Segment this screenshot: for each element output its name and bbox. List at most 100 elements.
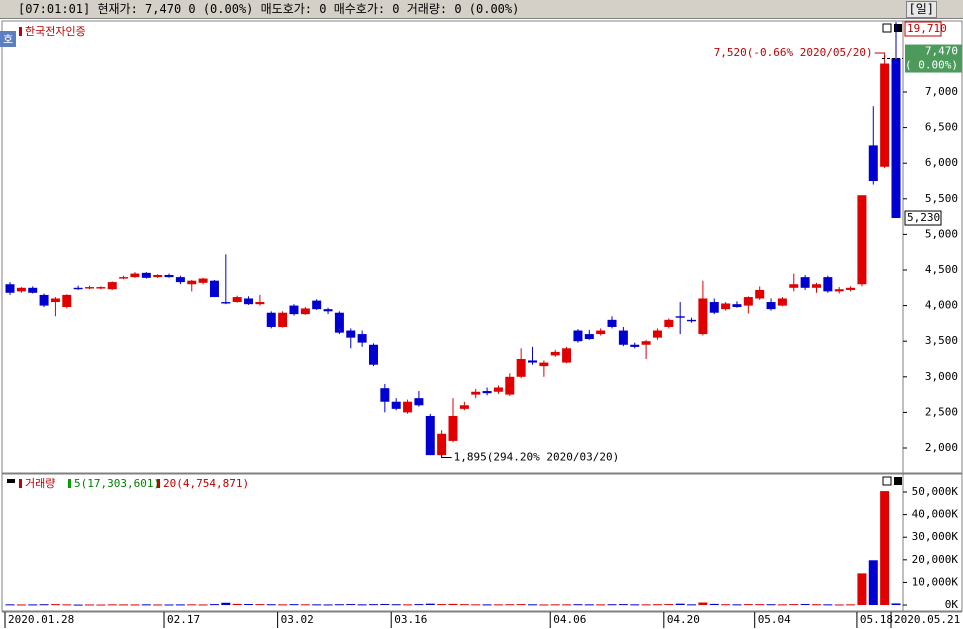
candle-body: [823, 277, 833, 292]
y-tick-label: 6,500: [925, 121, 958, 134]
candle-body: [766, 302, 776, 310]
volume-bar: [73, 604, 83, 606]
volume-bar: [641, 604, 651, 606]
header-text: [07:01:01] 현재가: 7,470 0 (0.00%) 매도호가: 0 …: [18, 2, 520, 16]
candle-body: [130, 273, 140, 278]
y-tick-label: 30,000K: [912, 530, 959, 543]
candle-body: [721, 303, 731, 310]
volume-bar: [811, 604, 821, 606]
candle-body: [664, 319, 674, 327]
volume-bar: [244, 604, 254, 606]
candle-body: [777, 298, 787, 306]
volume-bar: [596, 604, 606, 606]
candle-body: [414, 398, 424, 406]
candle-body: [482, 391, 492, 394]
volume-bar: [255, 604, 265, 606]
volume-bar: [675, 603, 685, 606]
volume-bar: [391, 604, 401, 606]
panel-button[interactable]: [882, 476, 892, 486]
y-tick-label: 7,000: [925, 85, 958, 98]
panel-button[interactable]: [894, 24, 902, 32]
legend-title: 한국전자인증: [25, 25, 86, 38]
candle-body: [221, 302, 231, 304]
candle-body: [175, 277, 185, 283]
last-price-box: [905, 44, 962, 73]
candle-body: [800, 277, 810, 288]
volume-bar: [153, 604, 163, 606]
candle-body: [380, 388, 390, 402]
y-tick-label: 6,000: [925, 156, 958, 169]
candle-body: [880, 63, 890, 167]
candle-body: [448, 415, 458, 441]
candle-body: [107, 282, 117, 290]
candle-body: [232, 297, 242, 303]
candle-body: [312, 300, 322, 310]
x-tick-label: 04.20: [667, 613, 700, 626]
candle-body: [630, 344, 640, 347]
candle-body: [584, 334, 594, 340]
volume-bar: [266, 604, 276, 606]
candle-body: [357, 334, 367, 343]
candle-body: [425, 415, 435, 456]
candle-body: [266, 312, 276, 327]
legend-swatch: [19, 27, 22, 36]
y-tick-label: 2,500: [925, 405, 958, 418]
period-button[interactable]: [일]: [905, 1, 937, 18]
x-tick-label: 05.18: [860, 613, 893, 626]
candle-body: [732, 304, 742, 308]
panel-button[interactable]: [882, 23, 892, 33]
candle-body: [471, 391, 481, 395]
max-marker-box: [904, 21, 942, 37]
volume-bar: [368, 604, 378, 606]
volume-bar: [96, 604, 106, 606]
candle-body: [323, 309, 333, 312]
volume-bar: [584, 604, 594, 606]
volume-bar: [664, 604, 674, 606]
x-tick-label: 2020.01.28: [8, 613, 74, 626]
volume-bar: [846, 604, 856, 606]
volume-bar: [482, 604, 492, 606]
last-price: 7,470: [925, 45, 958, 58]
panel-button[interactable]: [894, 477, 902, 485]
volume-bar: [732, 604, 742, 606]
icon[interactable]: [0, 31, 16, 47]
volume-bar: [607, 604, 617, 606]
candle-body: [459, 405, 469, 409]
volume-bar: [312, 604, 322, 606]
x-tick-label: 2020.05.21: [894, 613, 960, 626]
candle-body: [868, 145, 878, 181]
candle-body: [244, 298, 254, 305]
candle-body: [811, 284, 821, 288]
candle-body: [505, 376, 515, 395]
candle-body: [675, 316, 685, 318]
legend-ma20: 20(4,754,871): [163, 477, 249, 490]
candle-body: [539, 362, 549, 367]
candle-body: [119, 277, 129, 279]
candle-body: [164, 274, 174, 278]
candle-body: [278, 312, 288, 327]
volume-bar: [573, 604, 583, 606]
volume-bar: [823, 604, 833, 606]
volume-bar: [28, 604, 38, 606]
icon: [7, 479, 15, 483]
legend-ma5: 5(17,303,601): [74, 477, 160, 490]
volume-bar: [505, 604, 515, 606]
volume-bar: [300, 604, 310, 606]
volume-bar: [107, 604, 117, 606]
volume-bar: [880, 491, 890, 606]
volume-bar: [323, 604, 333, 606]
candle-body: [85, 287, 95, 289]
volume-bar: [16, 604, 26, 606]
volume-bar: [221, 602, 231, 606]
volume-bar: [448, 603, 458, 606]
y-tick-label: 3,500: [925, 334, 958, 347]
chart: 호 한국전자인증 거래량 5(17,303,601) 20(4,754,871)…: [0, 20, 963, 628]
x-tick-label: 02.17: [167, 613, 200, 626]
candle-body: [209, 280, 219, 298]
x-tick-label: 03.02: [281, 613, 314, 626]
x-tick-label: 04.06: [553, 613, 586, 626]
candle-body: [437, 433, 447, 456]
volume-bar: [130, 604, 140, 606]
volume-bar: [652, 604, 662, 606]
price-panel: [1, 20, 963, 474]
